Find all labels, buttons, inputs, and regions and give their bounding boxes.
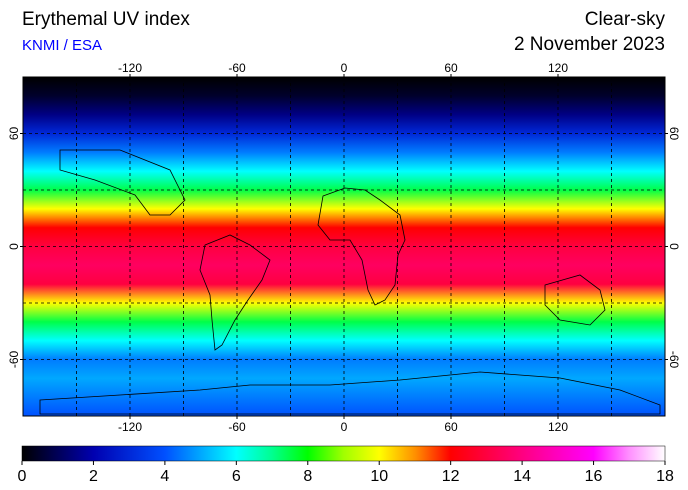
colorbar	[21, 445, 666, 462]
colorbar-tick-label: 18	[656, 468, 674, 485]
x-tick-label-top: 0	[341, 61, 348, 75]
x-tick-label-top: -120	[118, 61, 142, 75]
grid	[23, 77, 665, 416]
title: Erythemal UV index	[22, 9, 190, 30]
coastlines	[39, 149, 661, 415]
africa-outline	[317, 187, 406, 306]
x-tick-label-bottom: 120	[548, 420, 568, 434]
north-america-outline	[59, 149, 186, 216]
colorbar-tick-label: 14	[513, 468, 531, 485]
x-tick-label-top: 120	[548, 61, 568, 75]
x-tick-label-bottom: -60	[228, 420, 246, 434]
south-america-outline	[199, 234, 271, 351]
antarctica-outline	[39, 371, 661, 415]
y-tick-label-left: 0	[7, 243, 21, 250]
colorbar-tick-label: 8	[303, 468, 312, 485]
colorbar-tick-label: 2	[89, 468, 98, 485]
colorbar-tick-label: 4	[160, 468, 169, 485]
colorbar-tick-label: 10	[370, 468, 388, 485]
source: KNMI / ESA	[22, 37, 102, 54]
mode: Clear-sky	[585, 9, 666, 30]
y-tick-label-right: -60	[667, 351, 681, 369]
x-tick-label-top: 60	[444, 61, 458, 75]
date: 2 November 2023	[514, 34, 665, 55]
y-tick-label-left: -60	[7, 351, 21, 369]
australia-outline	[544, 274, 606, 326]
colorbar-tick-label: 16	[585, 468, 603, 485]
x-tick-label-top: -60	[228, 61, 246, 75]
x-tick-label-bottom: -120	[118, 420, 142, 434]
y-tick-label-right: 0	[667, 243, 681, 250]
colorbar-tick-label: 0	[18, 468, 27, 485]
x-tick-label-bottom: 0	[341, 420, 348, 434]
colorbar-tick-label: 6	[232, 468, 241, 485]
y-tick-label-right: 60	[667, 127, 681, 141]
x-tick-label-bottom: 60	[444, 420, 458, 434]
colorbar-tick-label: 12	[442, 468, 460, 485]
y-tick-label-left: 60	[7, 127, 21, 141]
